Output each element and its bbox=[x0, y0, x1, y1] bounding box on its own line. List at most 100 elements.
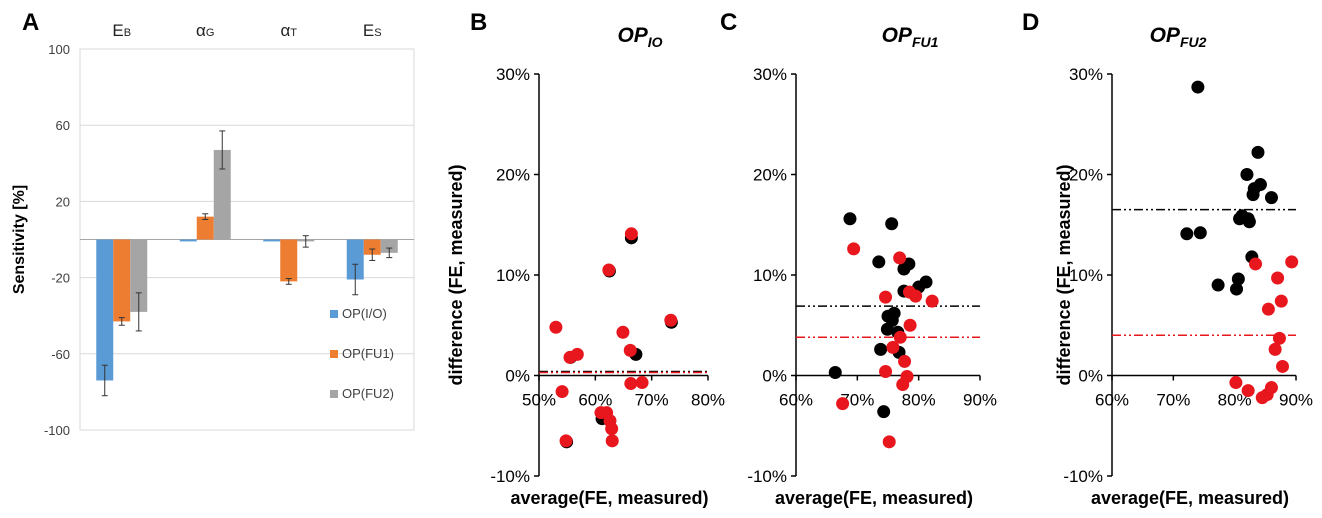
y-tick-label: 20% bbox=[496, 166, 530, 185]
bar bbox=[263, 239, 281, 242]
data-point-black bbox=[828, 365, 842, 379]
y-tick-label: 10% bbox=[1069, 266, 1103, 285]
data-point-red bbox=[925, 294, 939, 308]
data-point-red bbox=[1274, 294, 1288, 308]
x-tick-label: 50% bbox=[522, 391, 556, 410]
data-point-red bbox=[664, 313, 678, 327]
x-tick-label: 60% bbox=[779, 391, 813, 410]
data-point-red bbox=[549, 320, 563, 334]
data-point-black bbox=[1242, 215, 1256, 229]
data-point-black bbox=[1191, 80, 1205, 94]
y-tick-label: 20 bbox=[56, 194, 70, 209]
data-point-black bbox=[919, 275, 933, 289]
y-tick-label: 20% bbox=[1069, 166, 1103, 185]
y-tick-label: 0% bbox=[1078, 367, 1103, 386]
data-point-red bbox=[893, 330, 907, 344]
panel-label-d: D bbox=[1022, 9, 1039, 36]
panel-label-a: A bbox=[22, 9, 39, 36]
data-point-red bbox=[1249, 257, 1263, 271]
y-tick-label: -10% bbox=[747, 467, 787, 486]
x-tick-label: 70% bbox=[1156, 391, 1190, 410]
data-point-red bbox=[1261, 302, 1275, 316]
data-point-black bbox=[1240, 168, 1254, 181]
y-axis-label: difference (FE, measured) bbox=[446, 164, 466, 385]
panel-label-c: C bbox=[720, 9, 737, 36]
x-tick-label: 80% bbox=[691, 391, 725, 410]
data-point-red bbox=[903, 318, 917, 332]
data-point-black bbox=[1211, 278, 1225, 292]
data-point-red bbox=[879, 290, 893, 304]
y-tick-label: 10% bbox=[496, 266, 530, 285]
data-point-red bbox=[836, 397, 850, 411]
bar bbox=[213, 149, 231, 240]
data-point-red bbox=[555, 385, 569, 399]
data-point-black bbox=[887, 306, 901, 320]
bar bbox=[280, 239, 298, 282]
data-point-red bbox=[893, 251, 907, 265]
x-axis-label: average(FE, measured) bbox=[1091, 488, 1289, 508]
y-tick-label: -20 bbox=[51, 271, 70, 286]
y-tick-label: 10% bbox=[753, 266, 787, 285]
data-point-red bbox=[605, 422, 619, 436]
y-tick-label: -60 bbox=[51, 347, 70, 362]
data-point-red bbox=[900, 370, 914, 384]
x-axis-label: average(FE, measured) bbox=[775, 488, 973, 508]
data-point-red bbox=[847, 242, 861, 256]
data-point-red bbox=[1241, 384, 1255, 398]
x-tick-label: 60% bbox=[1095, 391, 1129, 410]
data-point-red bbox=[559, 434, 573, 448]
data-point-red bbox=[879, 364, 893, 378]
data-point-red bbox=[886, 340, 900, 354]
data-point-red bbox=[624, 227, 638, 241]
y-tick-label: 0% bbox=[505, 367, 530, 386]
bar bbox=[96, 239, 114, 381]
legend-swatch bbox=[330, 350, 338, 358]
y-tick-label: 100 bbox=[48, 42, 70, 57]
data-point-red bbox=[909, 289, 923, 303]
legend-label: OP(I/O) bbox=[342, 306, 387, 321]
data-point-black bbox=[1231, 272, 1245, 286]
y-tick-label: 0% bbox=[762, 367, 787, 386]
data-point-red bbox=[1285, 255, 1299, 269]
data-point-black bbox=[1253, 178, 1267, 192]
panel-d-scatter: OPFU2 30% 20% 10% 0% -10% 60% 70% 80% 90% average(… bbox=[1054, 24, 1313, 508]
x-tick-label: 90% bbox=[963, 391, 997, 410]
data-point-black bbox=[1230, 282, 1244, 296]
bar bbox=[363, 239, 381, 255]
bar bbox=[113, 239, 131, 322]
data-point-red bbox=[624, 377, 638, 391]
y-tick-label: -10% bbox=[490, 467, 530, 486]
legend-swatch bbox=[330, 310, 338, 318]
bar bbox=[380, 239, 398, 253]
data-point-black bbox=[1180, 227, 1194, 241]
panel-a-bar-chart: 100 60 20 -20 -60 -100 Sensitivity [%] EB αG αT ES… bbox=[11, 21, 415, 438]
bar bbox=[196, 216, 214, 240]
data-point-black bbox=[902, 257, 916, 271]
panel-label-b: B bbox=[470, 9, 487, 36]
data-point-black bbox=[1193, 226, 1207, 240]
data-point-red bbox=[570, 347, 584, 361]
data-point-black bbox=[843, 212, 857, 226]
category-label: αG bbox=[196, 21, 214, 40]
y-axis-label: Sensitivity [%] bbox=[11, 185, 28, 294]
x-tick-label: 80% bbox=[902, 391, 936, 410]
category-label: ES bbox=[363, 21, 382, 40]
data-point-red bbox=[1276, 359, 1290, 373]
legend-label: OP(FU1) bbox=[342, 346, 394, 361]
data-point-red bbox=[616, 325, 630, 339]
bar bbox=[179, 239, 197, 242]
chart-title: OPIO bbox=[617, 24, 662, 50]
data-point-red bbox=[623, 343, 637, 357]
data-point-black bbox=[872, 255, 886, 269]
data-point-red bbox=[1268, 342, 1282, 356]
y-tick-label: 20% bbox=[753, 166, 787, 185]
data-point-red bbox=[882, 435, 896, 449]
y-tick-label: 30% bbox=[1069, 65, 1103, 84]
y-tick-label: -10% bbox=[1063, 467, 1103, 486]
bar bbox=[346, 239, 364, 280]
x-tick-label: 60% bbox=[578, 391, 612, 410]
bar bbox=[130, 239, 148, 312]
data-point-red bbox=[1264, 381, 1278, 395]
y-tick-label: 60 bbox=[56, 118, 70, 133]
